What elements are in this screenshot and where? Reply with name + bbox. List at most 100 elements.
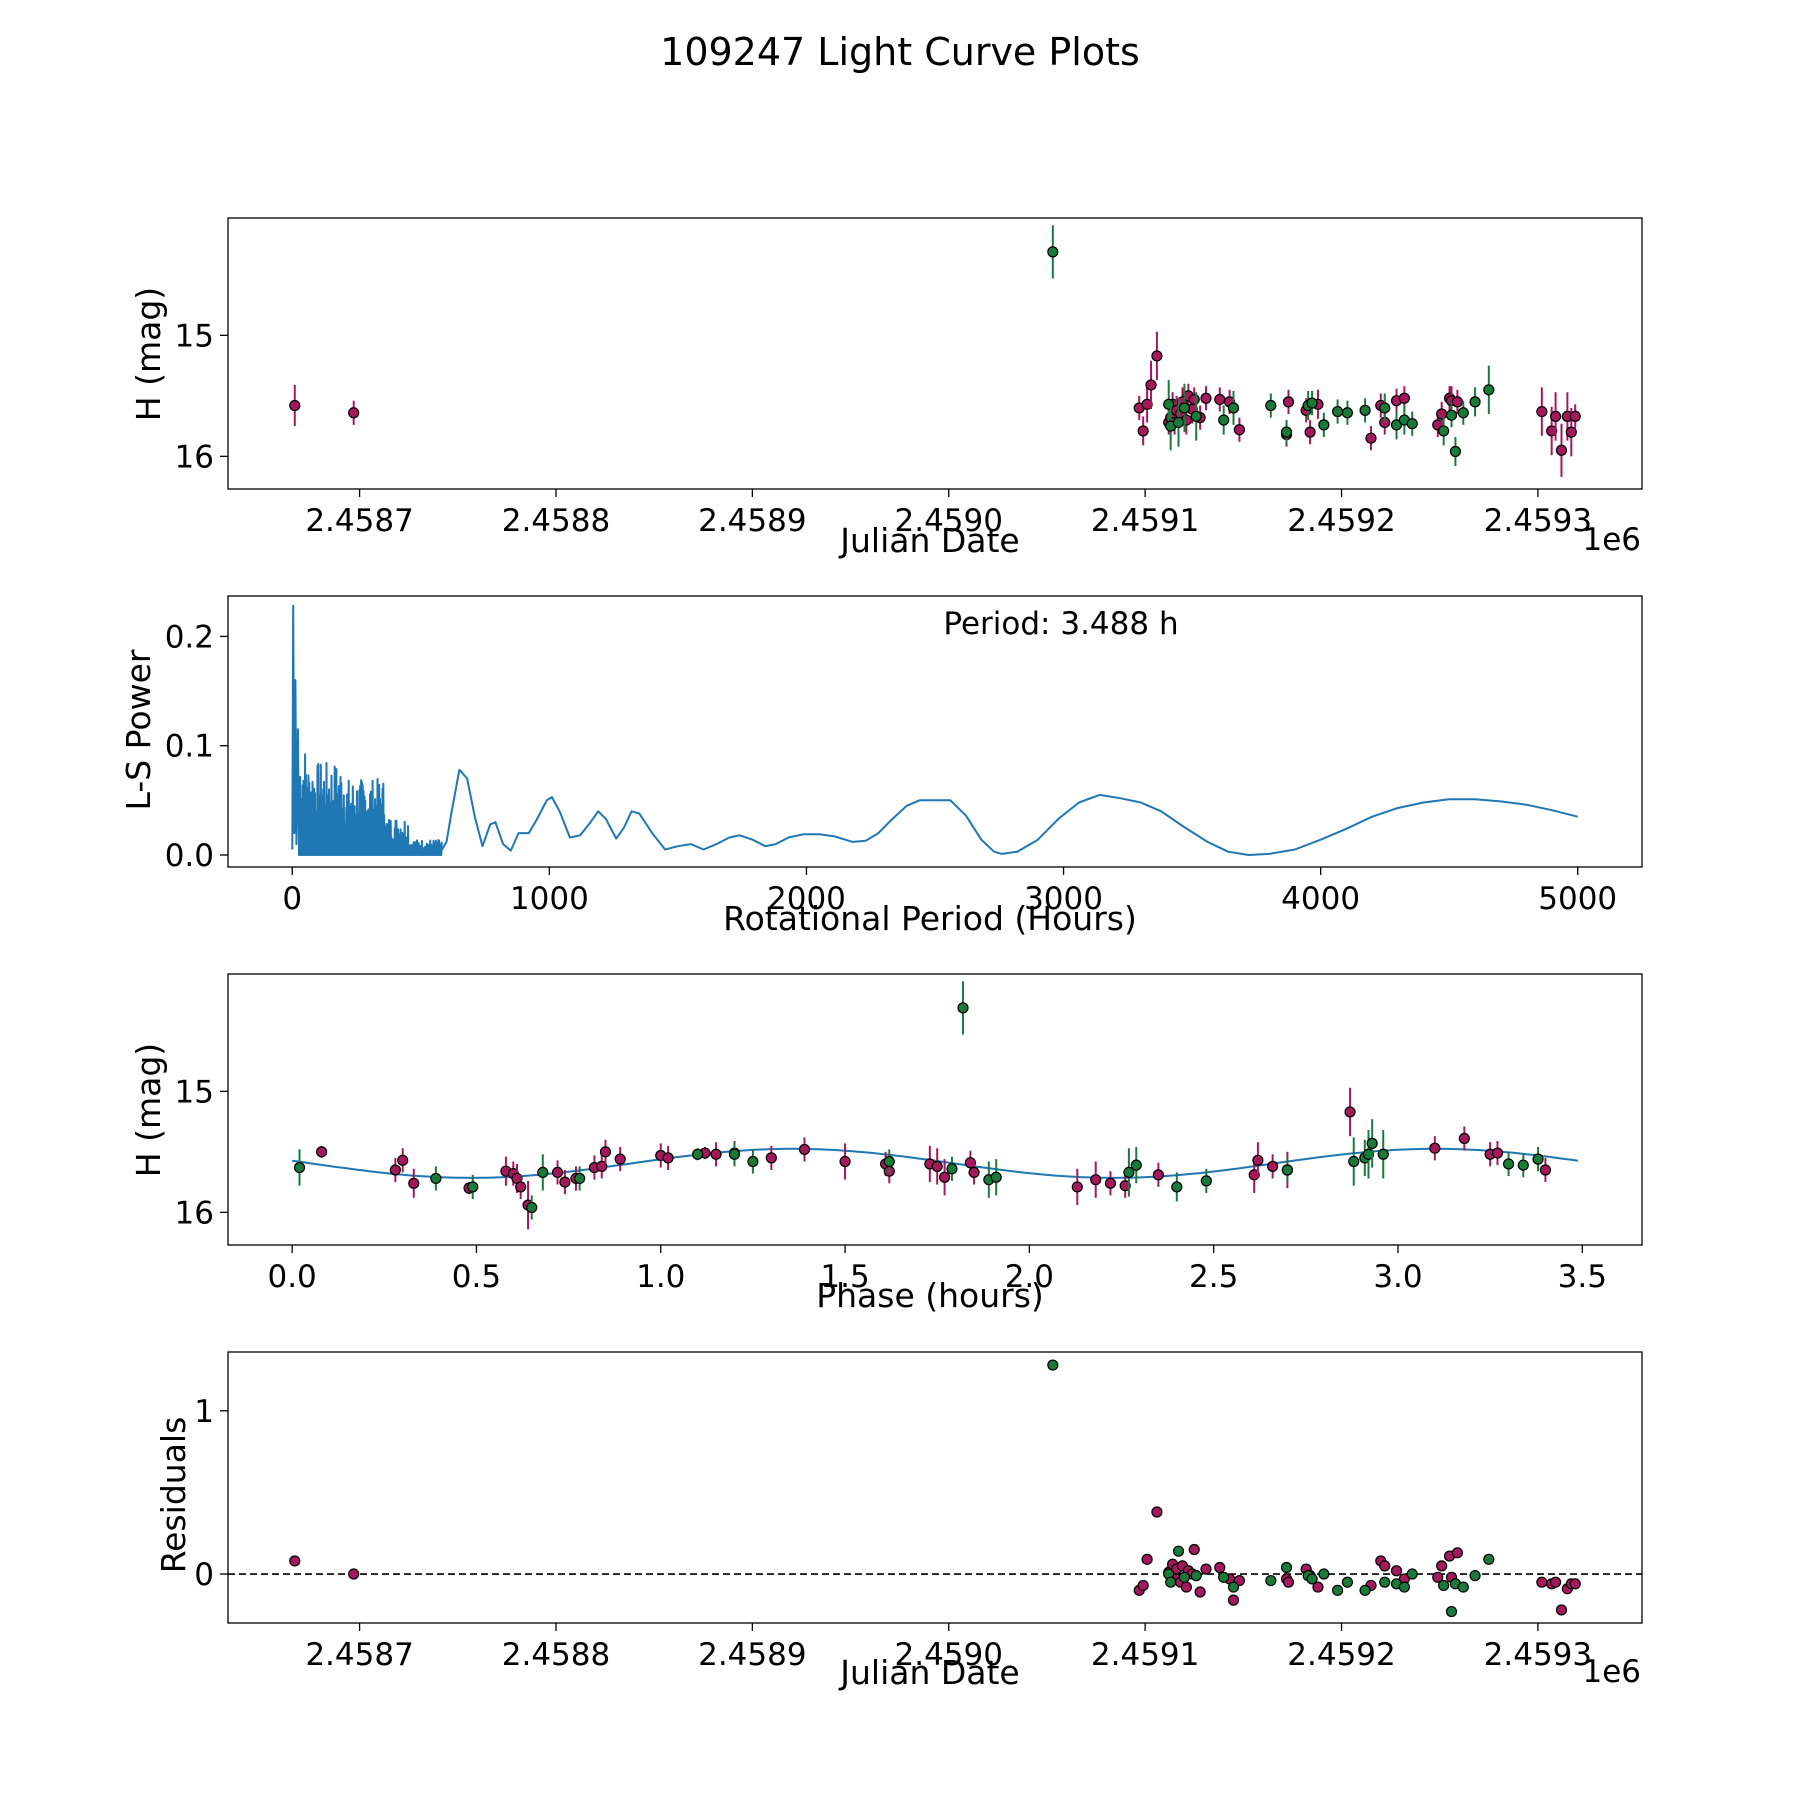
residuals-data-point (1218, 1571, 1230, 1583)
light-curve-x-tick-label: 2.4587 (305, 503, 413, 539)
light-curve-data-point (1200, 392, 1212, 404)
periodogram-x-tick-label: 3000 (1024, 881, 1103, 917)
phased-data-point (798, 1143, 811, 1156)
phased-frame (227, 973, 1643, 1246)
phased-data-point (1458, 1132, 1470, 1145)
residuals-data-point (1318, 1568, 1330, 1580)
light-curve-data-point (1483, 384, 1495, 396)
phased-data-point (389, 1164, 401, 1176)
residuals-data-point (1536, 1576, 1548, 1588)
phased-data-point (1090, 1174, 1102, 1186)
residuals-data-point (1194, 1586, 1206, 1598)
light-curve-data-point (1047, 246, 1059, 258)
periodogram-y-tick-label: 0.0 (165, 838, 214, 874)
phased-data-point (515, 1181, 527, 1193)
light-curve-data-point (1438, 425, 1450, 437)
light-curve-data-point (1190, 410, 1202, 423)
residuals-data-point (1265, 1574, 1277, 1587)
phased-x-tick-label: 0.0 (267, 1259, 316, 1295)
residuals-data-point (1047, 1359, 1059, 1371)
light-curve-data-point (289, 399, 301, 412)
phased-data-point (1248, 1169, 1260, 1181)
residuals-data-point (1165, 1576, 1177, 1588)
light-curve-frame (227, 217, 1643, 490)
residuals-data-point (348, 1568, 360, 1580)
phased-data-point (765, 1152, 777, 1164)
light-curve-y-tick-label: 15 (175, 318, 214, 354)
light-curve-offset-label: 1e6 (1582, 522, 1641, 558)
phased-x-tick-label: 3.0 (1373, 1259, 1422, 1295)
phased-data-point (1152, 1169, 1164, 1181)
residuals-y-tick-label: 0 (194, 1557, 214, 1593)
phased-data-point (710, 1148, 722, 1160)
light-curve-data-point (1178, 402, 1191, 414)
residuals-data-point (289, 1555, 301, 1567)
light-curve-x-tick-label: 2.4590 (895, 503, 1003, 539)
light-curve-x-label: Julian Date (838, 521, 1020, 560)
phased-x-tick-label: 1.5 (820, 1259, 869, 1295)
residuals-series-pink (289, 1506, 1581, 1616)
phased-data-point (526, 1201, 538, 1214)
light-curve-data-point (1449, 445, 1462, 458)
residuals-data-point (1331, 1584, 1344, 1596)
light-curve-data-point (1341, 407, 1354, 419)
phased-data-point (467, 1181, 479, 1193)
light-curve-data-point (1549, 410, 1562, 423)
residuals-x-tick-label: 2.4591 (1091, 1637, 1199, 1673)
phased-data-point (596, 1160, 608, 1172)
residuals-x-tick-label: 2.4589 (698, 1637, 806, 1673)
residuals-data-point (1227, 1594, 1240, 1606)
phased-x-tick-label: 2.5 (1189, 1259, 1238, 1295)
periodogram-x-tick-label: 0 (282, 881, 302, 917)
residuals-frame (227, 1351, 1643, 1624)
residuals-data-point (1180, 1581, 1192, 1593)
light-curve-data-point (1398, 392, 1410, 404)
residuals-data-point (1379, 1576, 1391, 1588)
residuals-x-tick-label: 2.4592 (1287, 1637, 1395, 1673)
phased-data-point (1539, 1164, 1552, 1176)
light-curve-data-point (1390, 419, 1403, 431)
phased-data-point (559, 1176, 571, 1188)
residuals-y-tick-label: 1 (194, 1394, 214, 1430)
phased-x-tick-label: 3.5 (1558, 1259, 1607, 1295)
light-curve-data-point (1163, 398, 1175, 410)
residuals-data-point (1406, 1568, 1418, 1580)
residuals-data-point (1569, 1578, 1581, 1590)
periodogram-y-tick-label: 0.2 (165, 619, 214, 655)
phased-data-point (1377, 1148, 1389, 1160)
phased-data-point (430, 1172, 442, 1185)
phased-data-point (938, 1171, 951, 1183)
periodogram-x-label: Rotational Period (Hours) (723, 899, 1137, 938)
periodogram-power-line (291, 604, 1578, 856)
light-curve-x-tick-label: 2.4588 (502, 503, 610, 539)
light-curve-data-point (1379, 402, 1391, 414)
residuals-data-point (1312, 1581, 1324, 1593)
phased-data-point (1119, 1180, 1131, 1192)
light-curve-data-point (1282, 396, 1295, 408)
phased-data-point (408, 1177, 420, 1189)
phased-series-pink (316, 1087, 1552, 1230)
phased-data-point (1491, 1147, 1504, 1159)
residuals-data-point (1214, 1561, 1226, 1574)
residuals-x-tick-label: 2.4590 (895, 1637, 1003, 1673)
residuals-offset-label: 1e6 (1582, 1654, 1641, 1690)
light-curve-panel: Julian Date H (mag) 1e6 (129, 287, 1641, 560)
residuals-data-point (1280, 1561, 1293, 1574)
light-curve-series-green (1047, 225, 1495, 467)
residuals-data-point (1436, 1560, 1448, 1572)
phased-data-point (1429, 1142, 1441, 1154)
light-curve-x-tick-label: 2.4593 (1484, 503, 1592, 539)
phased-data-point (747, 1155, 759, 1168)
figure-title: 109247 Light Curve Plots (660, 30, 1140, 74)
phased-data-point (990, 1171, 1002, 1183)
residuals-data-point (1151, 1506, 1163, 1518)
residuals-data-point (1390, 1565, 1403, 1577)
light-curve-data-point (1172, 416, 1185, 429)
light-curve-x-tick-label: 2.4592 (1287, 503, 1395, 539)
residuals-series-green (1047, 1359, 1495, 1618)
period-annotation: Period: 3.488 h (943, 606, 1178, 642)
light-curve-data-point (1565, 426, 1577, 438)
periodogram-x-tick-label: 2000 (767, 881, 846, 917)
light-curve-data-point (1233, 424, 1246, 436)
residuals-x-tick-label: 2.4587 (305, 1637, 413, 1673)
